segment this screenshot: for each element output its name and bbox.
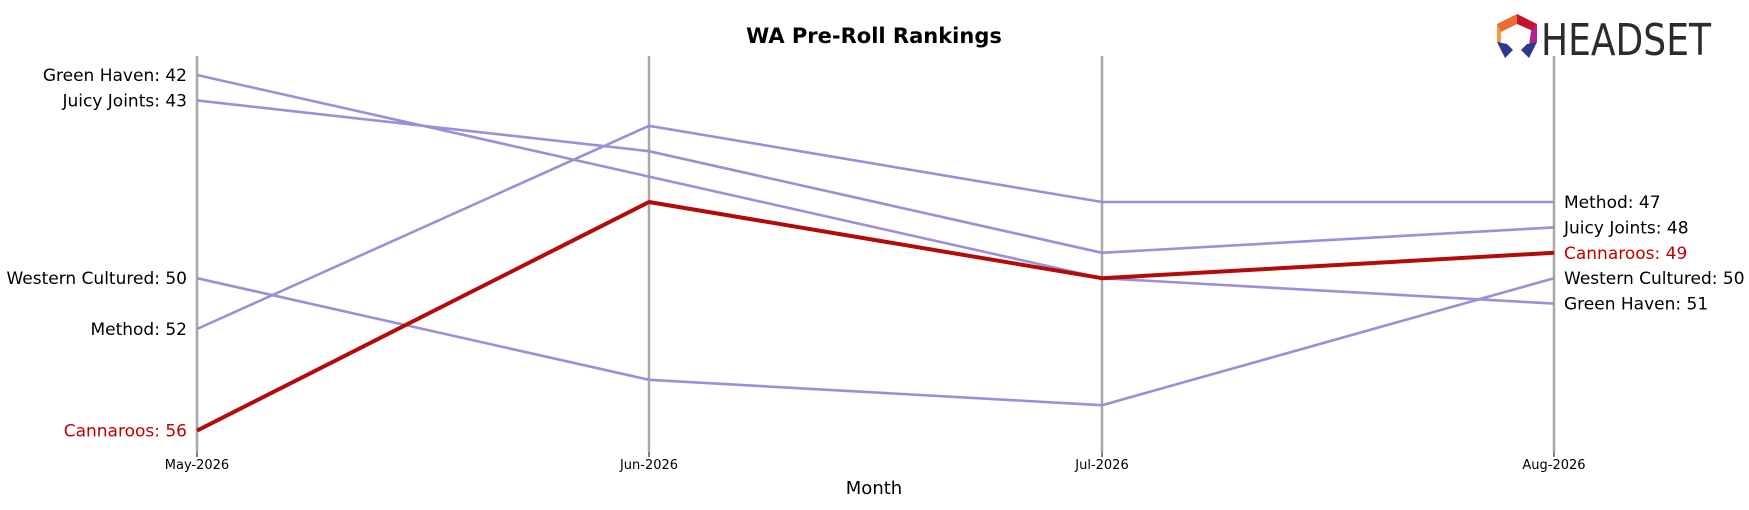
right-label-method: Method: 47	[1564, 193, 1661, 213]
logo-mark-blue-right	[1521, 42, 1537, 58]
logo-wordmark: HEADSET	[1541, 15, 1711, 66]
series-line-western-cultured	[196, 276, 1555, 407]
logo-mark-orange	[1497, 14, 1517, 32]
series-line-method	[196, 124, 1554, 331]
logo-mark-orange-side	[1497, 24, 1501, 44]
logo-mark-magenta	[1529, 24, 1537, 46]
left-label-green-haven: Green Haven: 42	[43, 66, 187, 86]
logo-mark-red	[1517, 14, 1537, 31]
series-line-green-haven	[196, 73, 1555, 305]
right-label-western-cultured: Western Cultured: 50	[1564, 269, 1745, 289]
x-axis-ticks: May-2026 Jun-2026 Jul-2026 Aug-2026	[165, 452, 1586, 473]
left-label-cannaroos: Cannaroos: 56	[64, 422, 187, 442]
series-lines	[196, 73, 1555, 433]
right-label-juicy-joints: Juicy Joints: 48	[1563, 218, 1689, 238]
chart-title: WA Pre-Roll Rankings	[746, 24, 1002, 48]
right-label-green-haven: Green Haven: 51	[1564, 295, 1708, 315]
logo-mark-blue-left	[1497, 42, 1513, 58]
right-label-cannaroos: Cannaroos: 49	[1564, 244, 1687, 264]
x-tick-label-may-2026: May-2026	[165, 458, 229, 473]
right-rank-labels: Green Haven: 51 Juicy Joints: 48 Western C…	[1563, 193, 1745, 315]
left-label-western-cultured: Western Cultured: 50	[6, 269, 187, 289]
series-line-juicy-joints	[196, 99, 1555, 255]
left-label-method: Method: 52	[90, 320, 187, 340]
x-tick-label-jun-2026: Jun-2026	[619, 458, 678, 473]
x-tick-label-jul-2026: Jul-2026	[1074, 458, 1128, 473]
left-rank-labels: Green Haven: 42 Juicy Joints: 43 Western C…	[6, 66, 187, 442]
headset-logo: HEADSET	[1497, 14, 1711, 66]
x-axis-label: Month	[846, 478, 902, 499]
series-line-cannaroos	[196, 200, 1555, 433]
x-tick-label-aug-2026: Aug-2026	[1522, 458, 1585, 473]
left-label-juicy-joints: Juicy Joints: 43	[61, 91, 187, 111]
